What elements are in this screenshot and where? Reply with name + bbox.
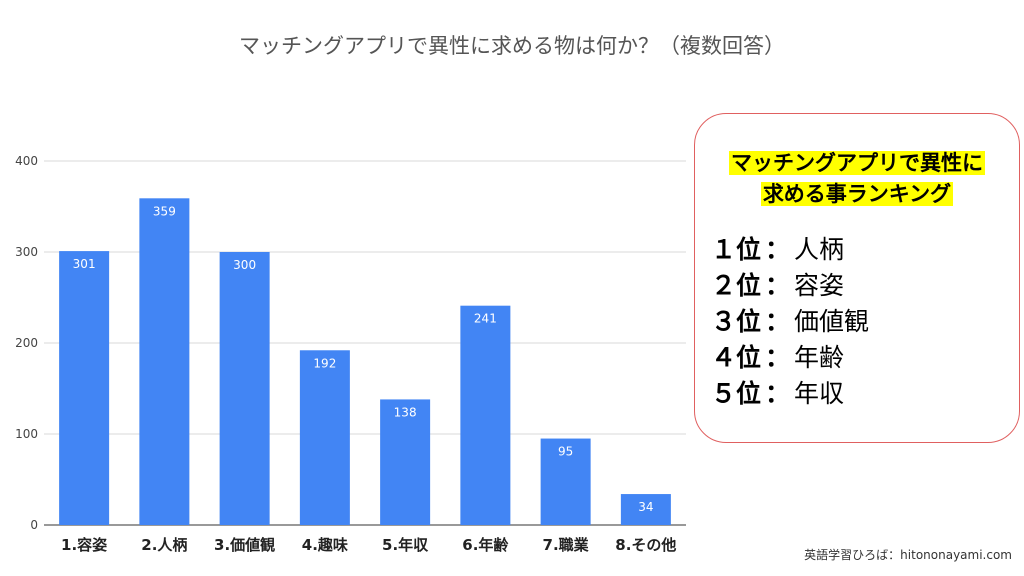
ranking-item: ２位：容姿 [711,268,1019,304]
x-tick-label: 5.年収 [382,536,429,554]
y-tick-label: 400 [15,154,38,168]
bar-value-label: 138 [394,405,417,419]
rank-label: 年収 [794,379,845,408]
source-credit: 英語学習ひろば：hitononayami.com [804,548,1012,562]
x-tick-label: 8.その他 [615,536,676,554]
rank-label: 年齢 [794,343,845,372]
y-tick-label: 300 [15,245,38,259]
bar-value-label: 95 [558,445,573,459]
rank-number: ４位 [711,343,762,372]
ranking-heading: マッチングアプリで異性に 求める事ランキング [695,148,1019,210]
bar [620,494,671,525]
ranking-heading-line-2: 求める事ランキング [760,182,954,206]
bar [540,438,591,525]
bar-value-label: 300 [233,258,256,272]
rank-separator: ： [765,271,791,300]
chart-title: マッチングアプリで異性に求める物は何か？（複数回答） [239,34,785,58]
bar-value-label: 241 [474,312,497,326]
rank-separator: ： [765,343,791,372]
y-tick-label: 200 [15,336,38,350]
x-tick-label: 7.職業 [543,536,590,554]
x-tick-label: 4.趣味 [302,536,348,554]
ranking-box: マッチングアプリで異性に 求める事ランキング １位：人柄 ２位：容姿 ３位：価値… [694,113,1020,443]
bar [460,305,511,525]
bar [380,399,431,525]
rank-separator: ： [765,235,791,264]
bar [299,350,350,525]
ranking-item: ３位：価値観 [711,304,1019,340]
bar-value-label: 359 [153,204,176,218]
bar [59,251,110,525]
rank-label: 人柄 [794,235,845,264]
rank-number: ３位 [711,307,762,336]
y-tick-label: 0 [30,518,38,532]
x-tick-label: 2.人柄 [141,536,187,554]
rank-number: ５位 [711,379,762,408]
bar-value-label: 301 [73,257,96,271]
ranking-item: ４位：年齢 [711,340,1019,376]
bar-chart: 0 100 200 300 400 301 1.容姿 359 2.人柄 300 3.価値観 192 4.… [15,154,686,554]
rank-label: 価値観 [794,307,870,336]
rank-number: １位 [711,235,762,264]
ranking-item: １位：人柄 [711,232,1019,268]
bar [139,198,190,525]
bar [219,252,270,525]
rank-separator: ： [765,307,791,336]
x-tick-label: 6.年齢 [462,536,509,554]
bar-value-label: 34 [638,500,653,514]
ranking-list: １位：人柄 ２位：容姿 ３位：価値観 ４位：年齢 ５位：年収 [711,232,1019,412]
ranking-heading-line-1: マッチングアプリで異性に [729,151,985,175]
bar-value-label: 192 [313,356,336,370]
rank-number: ２位 [711,271,762,300]
ranking-item: ５位：年収 [711,376,1019,412]
y-tick-label: 100 [15,427,38,441]
x-tick-label: 3.価値観 [214,536,275,554]
x-tick-label: 1.容姿 [61,536,107,554]
rank-label: 容姿 [794,271,845,300]
rank-separator: ： [765,379,791,408]
